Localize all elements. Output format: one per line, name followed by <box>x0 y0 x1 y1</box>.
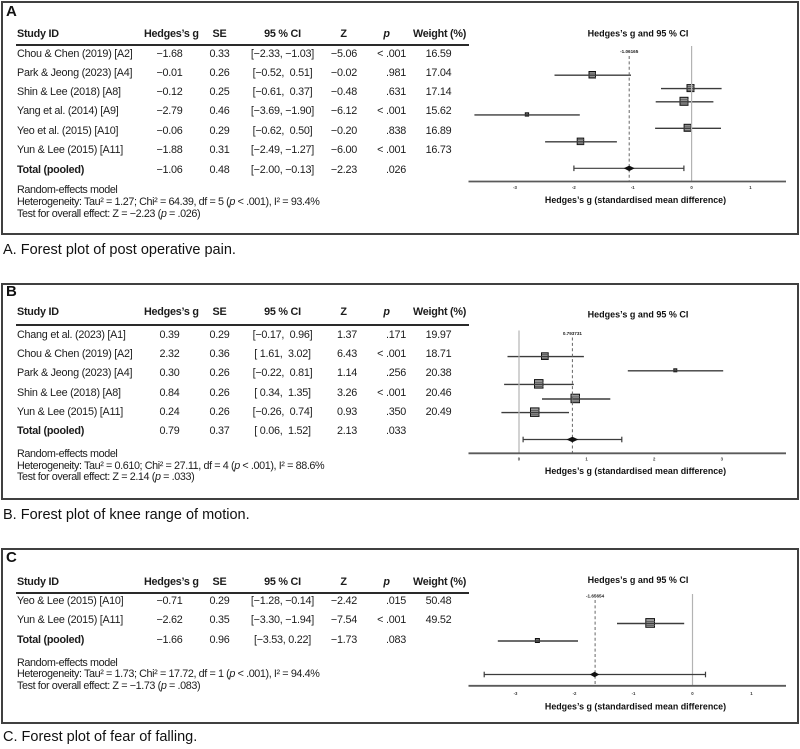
svg-text:Hedges’s g (standardised mean: Hedges’s g (standardised mean difference… <box>545 701 726 711</box>
svg-text:0: 0 <box>691 691 694 696</box>
svg-text:0: 0 <box>518 456 521 461</box>
svg-text:0.793731: 0.793731 <box>563 331 583 336</box>
svg-text:3: 3 <box>721 456 724 461</box>
svg-text:Hedges’s g (standardised mean: Hedges’s g (standardised mean difference… <box>545 466 726 476</box>
svg-text:-1.65654: -1.65654 <box>586 593 605 598</box>
svg-text:Hedges’s g and 95 % CI: Hedges’s g and 95 % CI <box>588 575 689 585</box>
svg-text:-2: -2 <box>573 691 577 696</box>
svg-text:-1: -1 <box>632 691 636 696</box>
svg-text:-2: -2 <box>572 185 576 190</box>
svg-text:1: 1 <box>585 456 588 461</box>
svg-text:Hedges’s g (standardised mean: Hedges’s g (standardised mean difference… <box>545 195 726 205</box>
svg-text:1: 1 <box>749 185 752 190</box>
svg-text:-1: -1 <box>631 185 635 190</box>
svg-text:-3: -3 <box>514 691 518 696</box>
svg-text:Hedges’s g and 95 % CI: Hedges’s g and 95 % CI <box>588 29 689 39</box>
svg-text:Hedges’s g and 95 % CI: Hedges’s g and 95 % CI <box>588 310 689 320</box>
svg-text:2: 2 <box>653 456 656 461</box>
svg-text:-1.06165: -1.06165 <box>620 49 639 54</box>
svg-text:1: 1 <box>750 691 753 696</box>
svg-text:0: 0 <box>690 185 693 190</box>
svg-text:-3: -3 <box>513 185 517 190</box>
